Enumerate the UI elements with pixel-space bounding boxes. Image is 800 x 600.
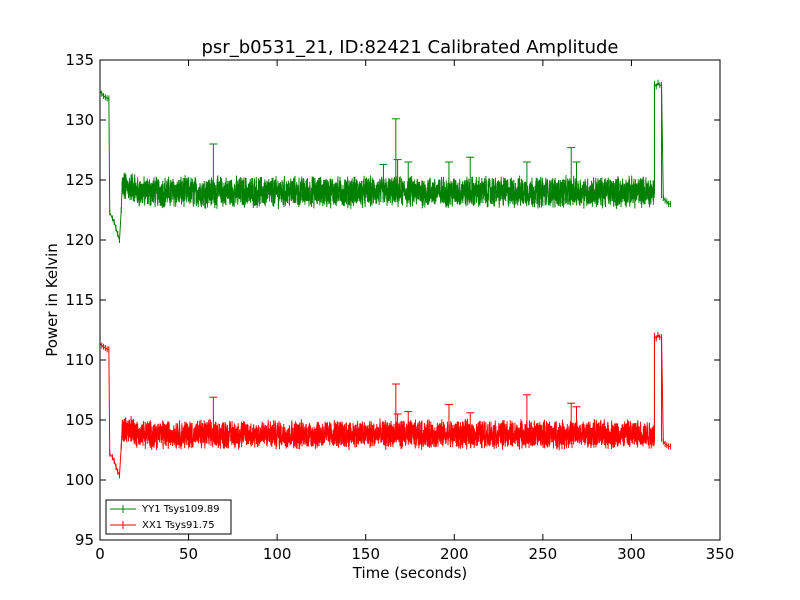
- x-tick-label: 0: [95, 545, 105, 563]
- x-tick-label: 250: [529, 545, 558, 563]
- y-tick-label: 105: [65, 411, 94, 429]
- legend-label-yy1: YY1 Tsys109.89: [141, 504, 220, 515]
- legend-item-xx1: XX1 Tsys91.75: [110, 520, 215, 531]
- x-tick-label: 300: [617, 545, 646, 563]
- tick-layer: 0 50 100 150 200 250 300 350 95 100 105 110 115 120 12…: [65, 51, 734, 563]
- y-tick-label: 115: [65, 291, 94, 309]
- series-yy1: [100, 79, 671, 243]
- y-tick-label: 95: [75, 531, 94, 549]
- legend: YY1 Tsys109.89 XX1 Tsys91.75: [105, 499, 232, 535]
- plot-area: 0 50 100 150 200 250 300 350 95 100 105 110 115 120 12…: [65, 51, 734, 563]
- x-axis-label: Time (seconds): [352, 564, 468, 582]
- x-tick-label: 200: [440, 545, 469, 563]
- legend-label-xx1: XX1 Tsys91.75: [142, 520, 215, 531]
- series-markers: [100, 79, 671, 243]
- x-tick-label: 100: [263, 545, 292, 563]
- series-xx1: [100, 331, 671, 479]
- x-tick-label: 50: [179, 545, 198, 563]
- legend-item-yy1: YY1 Tsys109.89: [110, 504, 220, 515]
- x-tick-label: 150: [351, 545, 380, 563]
- y-axis-label: Power in Kelvin: [43, 243, 61, 357]
- y-tick-label: 135: [65, 51, 94, 69]
- y-tick-label: 125: [65, 171, 94, 189]
- chart-title: psr_b0531_21, ID:82421 Calibrated Amplit…: [202, 37, 619, 58]
- y-tick-label: 130: [65, 111, 94, 129]
- y-tick-label: 100: [65, 471, 94, 489]
- y-tick-label: 110: [65, 351, 94, 369]
- legend-frame: [105, 499, 232, 535]
- y-tick-label: 120: [65, 231, 94, 249]
- series-layer: [100, 79, 671, 479]
- series-markers: [100, 331, 671, 479]
- x-tick-label: 350: [706, 545, 735, 563]
